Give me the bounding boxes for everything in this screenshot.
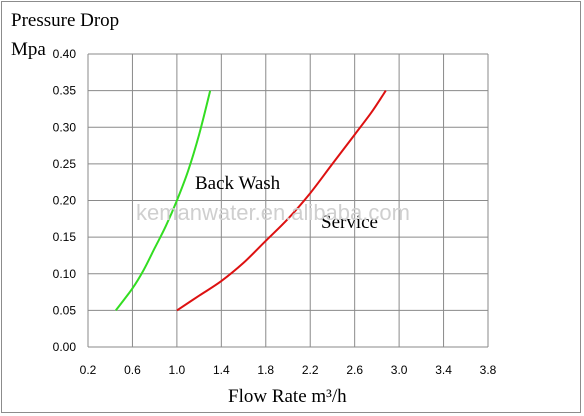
x-tick-label: 3.0: [391, 363, 408, 377]
y-tick-label: 0.35: [53, 84, 77, 98]
y-axis-title-line2: Mpa: [11, 39, 46, 60]
watermark: kemanwater.en.alibaba.com: [136, 200, 410, 225]
x-tick-label: 1.4: [213, 363, 230, 377]
x-tick-label: 2.6: [346, 363, 363, 377]
y-tick-label: 0.30: [53, 120, 77, 134]
series-label-back-wash: Back Wash: [195, 173, 281, 194]
x-tick-label: 2.2: [302, 363, 319, 377]
y-tick-label: 0.10: [53, 267, 77, 281]
y-tick-label: 0.15: [53, 230, 77, 244]
x-tick-label: 0.6: [124, 363, 141, 377]
y-axis-title-line1: Pressure Drop: [11, 10, 119, 31]
y-tick-label: 0.40: [53, 47, 77, 61]
series-label-service: Service: [321, 212, 378, 233]
x-tick-label: 1.8: [257, 363, 274, 377]
x-tick-labels: 0.2 0.6 1.0 1.4 1.8 2.2 2.6 3.0 3.4 3.8: [80, 363, 497, 377]
x-axis-title: Flow Rate m³/h: [228, 386, 347, 407]
x-tick-label: 3.4: [435, 363, 452, 377]
series-lines: [115, 90, 387, 312]
x-tick-label: 3.8: [480, 363, 497, 377]
y-tick-label: 0.05: [53, 303, 77, 317]
x-tick-label: 0.2: [80, 363, 97, 377]
series-line-service: [176, 90, 387, 312]
grid: [87, 53, 489, 348]
y-tick-labels: 0.00 0.05 0.10 0.15 0.20 0.25 0.30 0.35 0.40: [53, 47, 77, 354]
y-tick-label: 0.25: [53, 157, 77, 171]
y-tick-label: 0.00: [53, 340, 77, 354]
x-tick-label: 1.0: [169, 363, 186, 377]
series-line-back-wash: [115, 90, 212, 312]
y-tick-label: 0.20: [53, 194, 77, 208]
